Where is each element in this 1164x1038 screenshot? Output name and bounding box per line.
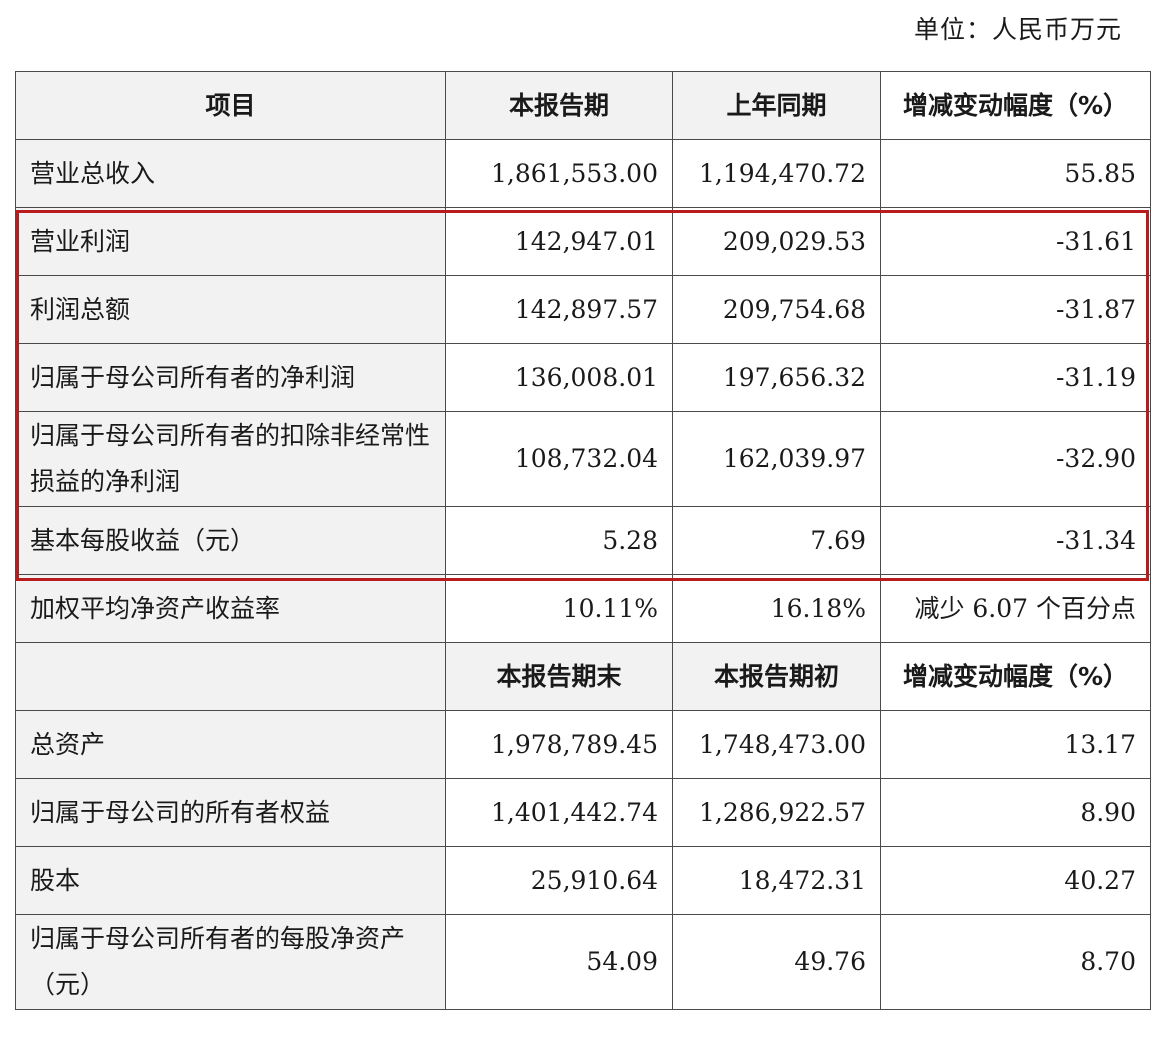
table-row: 基本每股收益（元） 5.28 7.69 -31.34 — [15, 506, 1151, 575]
row-item: 归属于母公司所有者的每股净资产（元） — [15, 914, 446, 1010]
row-previous: 1,286,922.57 — [672, 778, 881, 847]
subheader-period-start: 本报告期初 — [672, 642, 881, 711]
row-previous: 7.69 — [672, 506, 881, 575]
row-previous: 209,029.53 — [672, 207, 881, 276]
header-current-period: 本报告期 — [445, 71, 673, 140]
row-previous: 162,039.97 — [672, 411, 881, 507]
table-row: 总资产 1,978,789.45 1,748,473.00 13.17 — [15, 710, 1151, 779]
table-header-row: 项目 本报告期 上年同期 增减变动幅度（%） — [15, 71, 1151, 140]
table-row: 归属于母公司所有者的净利润 136,008.01 197,656.32 -31.… — [15, 343, 1151, 412]
row-item: 加权平均净资产收益率 — [15, 574, 446, 643]
row-item: 股本 — [15, 846, 446, 915]
row-item: 总资产 — [15, 710, 446, 779]
row-current: 108,732.04 — [445, 411, 673, 507]
table-subheader-row: 本报告期末 本报告期初 增减变动幅度（%） — [15, 642, 1151, 711]
table-row: 股本 25,910.64 18,472.31 40.27 — [15, 846, 1151, 915]
row-item: 利润总额 — [15, 275, 446, 344]
row-previous: 49.76 — [672, 914, 881, 1010]
table-row: 营业总收入 1,861,553.00 1,194,470.72 55.85 — [15, 139, 1151, 208]
row-current: 142,897.57 — [445, 275, 673, 344]
row-current: 1,861,553.00 — [445, 139, 673, 208]
table-row: 归属于母公司所有者的每股净资产（元） 54.09 49.76 8.70 — [15, 914, 1151, 1010]
row-item: 营业利润 — [15, 207, 446, 276]
row-change: 8.70 — [880, 914, 1151, 1010]
unit-label: 单位：人民币万元 — [913, 15, 1122, 44]
row-previous: 1,748,473.00 — [672, 710, 881, 779]
table-row: 归属于母公司的所有者权益 1,401,442.74 1,286,922.57 8… — [15, 778, 1151, 847]
row-current: 25,910.64 — [445, 846, 673, 915]
row-current: 5.28 — [445, 506, 673, 575]
row-previous: 1,194,470.72 — [672, 139, 881, 208]
row-previous: 197,656.32 — [672, 343, 881, 412]
header-change: 增减变动幅度（%） — [880, 71, 1151, 140]
row-previous: 18,472.31 — [672, 846, 881, 915]
row-item: 营业总收入 — [15, 139, 446, 208]
row-item: 归属于母公司所有者的扣除非经常性损益的净利润 — [15, 411, 446, 507]
header-previous-period: 上年同期 — [672, 71, 881, 140]
row-change: 55.85 — [880, 139, 1151, 208]
subheader-change: 增减变动幅度（%） — [880, 642, 1151, 711]
row-item: 归属于母公司的所有者权益 — [15, 778, 446, 847]
row-current: 142,947.01 — [445, 207, 673, 276]
row-item: 基本每股收益（元） — [15, 506, 446, 575]
row-current: 54.09 — [445, 914, 673, 1010]
row-current: 1,401,442.74 — [445, 778, 673, 847]
row-previous: 16.18% — [672, 574, 881, 643]
table-row: 加权平均净资产收益率 10.11% 16.18% 减少 6.07 个百分点 — [15, 574, 1151, 643]
financial-summary-table: 项目 本报告期 上年同期 增减变动幅度（%） 营业总收入 1,861,553.0… — [15, 71, 1151, 1010]
subheader-period-end: 本报告期末 — [445, 642, 673, 711]
row-current: 136,008.01 — [445, 343, 673, 412]
row-change: 减少 6.07 个百分点 — [880, 574, 1151, 643]
row-change: -31.34 — [880, 506, 1151, 575]
row-current: 10.11% — [445, 574, 673, 643]
row-change: 40.27 — [880, 846, 1151, 915]
row-change: -31.19 — [880, 343, 1151, 412]
row-change: -32.90 — [880, 411, 1151, 507]
header-item: 项目 — [15, 71, 446, 140]
subheader-item — [15, 642, 446, 711]
row-item: 归属于母公司所有者的净利润 — [15, 343, 446, 412]
row-change: -31.61 — [880, 207, 1151, 276]
table-row: 归属于母公司所有者的扣除非经常性损益的净利润 108,732.04 162,03… — [15, 411, 1151, 507]
row-change: 8.90 — [880, 778, 1151, 847]
table-row: 利润总额 142,897.57 209,754.68 -31.87 — [15, 275, 1151, 344]
row-change: -31.87 — [880, 275, 1151, 344]
row-previous: 209,754.68 — [672, 275, 881, 344]
row-current: 1,978,789.45 — [445, 710, 673, 779]
row-change: 13.17 — [880, 710, 1151, 779]
table-row: 营业利润 142,947.01 209,029.53 -31.61 — [15, 207, 1151, 276]
